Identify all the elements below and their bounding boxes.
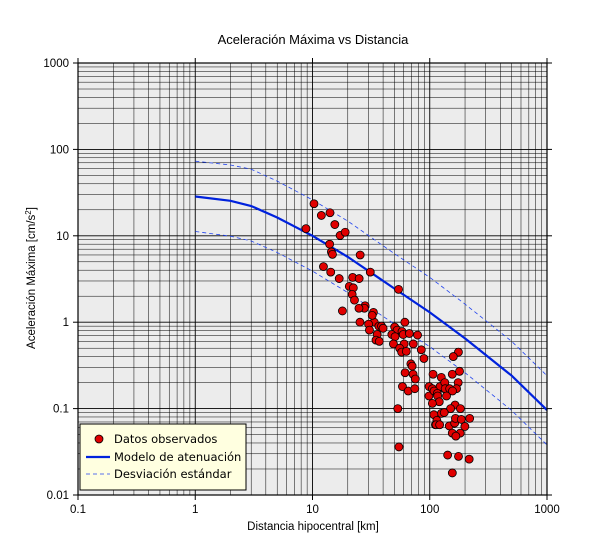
data-point xyxy=(451,431,461,441)
data-point xyxy=(400,368,410,378)
data-point xyxy=(365,325,374,335)
legend: Datos observados Modelo de atenuación De… xyxy=(79,423,247,491)
legend-label-observed: Datos observados xyxy=(114,432,217,446)
y-tick-label: 10 xyxy=(56,231,69,243)
data-point xyxy=(390,332,400,342)
data-point xyxy=(460,422,470,431)
data-point xyxy=(408,339,418,349)
x-tick-label: 1 xyxy=(192,504,198,516)
y-tick-label: 1 xyxy=(63,317,69,329)
std-dev-line-3 xyxy=(195,231,548,446)
y-tick-label: 100 xyxy=(50,144,69,156)
data-point xyxy=(340,227,350,237)
data-point xyxy=(446,404,455,414)
data-point xyxy=(456,404,465,414)
data-point xyxy=(448,352,458,361)
data-point xyxy=(367,310,377,320)
chart-title: Aceleración Máxima vs Distancia xyxy=(218,32,410,47)
y-axis-label-end: ] xyxy=(26,207,38,210)
model-line xyxy=(195,195,548,411)
data-point xyxy=(328,249,337,259)
data-point xyxy=(330,220,340,229)
data-point xyxy=(455,366,464,376)
y-axis-label-sup: 2 xyxy=(24,210,33,215)
data-point xyxy=(428,369,438,379)
data-point xyxy=(427,398,437,408)
data-point xyxy=(319,262,328,272)
data-point xyxy=(400,317,410,327)
y-tick-label: 0.01 xyxy=(47,490,69,502)
data-point xyxy=(350,295,359,305)
x-tick-label: 10 xyxy=(306,504,319,516)
data-point xyxy=(393,404,403,414)
legend-marker-icon xyxy=(94,434,104,444)
x-tick-labels: 0.1 1 10 100 1000 xyxy=(70,504,560,516)
data-point xyxy=(456,414,466,424)
data-point xyxy=(442,391,451,401)
y-axis-label: Aceleración Máxima [cm/s2] xyxy=(24,207,39,349)
data-point xyxy=(464,454,474,464)
data-point xyxy=(410,384,420,394)
data-point xyxy=(374,336,384,346)
data-point xyxy=(439,408,449,417)
grid-lines xyxy=(77,63,547,496)
legend-label-std: Desviación estándar xyxy=(114,467,232,481)
x-tick-label: 0.1 xyxy=(70,504,86,516)
model-curves xyxy=(195,160,548,446)
y-tick-label: 0.1 xyxy=(53,404,69,416)
x-tick-label: 100 xyxy=(420,504,439,516)
data-point xyxy=(334,274,344,283)
data-point xyxy=(465,414,475,423)
data-point xyxy=(354,274,364,283)
data-point xyxy=(447,369,457,379)
data-point xyxy=(404,329,414,338)
data-point xyxy=(448,386,457,396)
data-point xyxy=(435,420,445,430)
data-point xyxy=(309,199,319,209)
data-point xyxy=(416,345,426,355)
data-point xyxy=(419,354,429,363)
data-point xyxy=(401,346,411,356)
data-point xyxy=(413,330,422,340)
y-tick-label: 1000 xyxy=(43,58,69,70)
data-point xyxy=(354,303,364,313)
data-point xyxy=(365,267,375,277)
data-point xyxy=(407,361,417,371)
data-point xyxy=(398,382,407,391)
std-dev-line-2 xyxy=(195,160,548,376)
y-axis-label-main: Aceleración Máxima [cm/s xyxy=(26,214,38,348)
y-tick-labels: 0.01 0.1 1 10 100 1000 xyxy=(43,58,69,502)
data-point xyxy=(394,284,403,294)
data-point xyxy=(378,323,388,333)
data-point xyxy=(410,374,420,384)
observed-points xyxy=(301,199,475,478)
plot-frame xyxy=(73,58,552,500)
data-point xyxy=(447,468,457,478)
x-tick-label: 1000 xyxy=(534,504,560,516)
data-point xyxy=(355,317,365,327)
data-point xyxy=(325,208,335,218)
data-point xyxy=(325,239,335,249)
data-point xyxy=(454,451,463,461)
data-point xyxy=(389,339,398,349)
data-point xyxy=(326,267,336,277)
data-point xyxy=(338,306,347,316)
data-point xyxy=(316,211,326,220)
legend-label-model: Modelo de atenuación xyxy=(114,450,241,464)
data-point xyxy=(301,224,311,234)
data-point xyxy=(355,250,365,260)
data-point xyxy=(394,442,404,452)
data-point xyxy=(443,450,453,460)
x-axis-label: Distancia hipocentral [km] xyxy=(247,521,379,533)
